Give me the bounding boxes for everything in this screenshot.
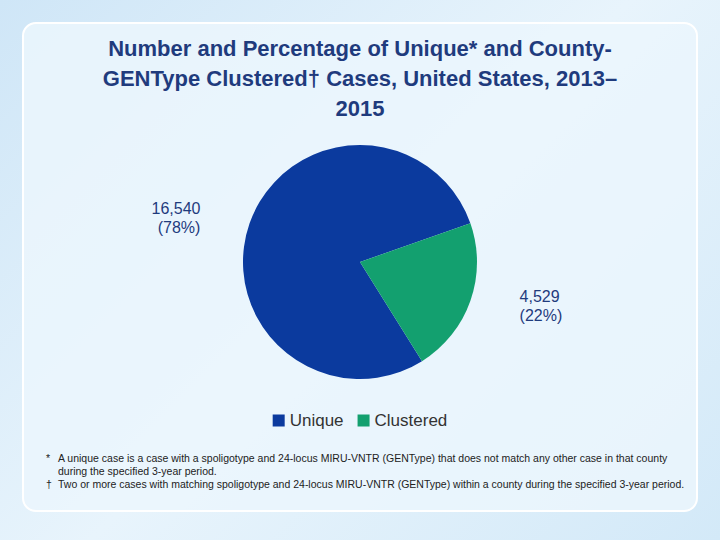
svg-text:(22%): (22%) xyxy=(520,307,563,324)
html-text:Number and Percentage of Uniqu: Number and Percentage of Unique* and Cou… xyxy=(102,36,618,121)
html-text:A unique case is a case with a: A unique case is a case with a spoligoty… xyxy=(58,452,668,477)
svg-text:4,529: 4,529 xyxy=(520,288,560,305)
html-text:Two or more cases with matchin: Two or more cases with matching spoligot… xyxy=(58,478,685,490)
svg-text:16,540: 16,540 xyxy=(151,200,200,217)
svg-text:Unique: Unique xyxy=(290,411,344,430)
svg-text:(78%): (78%) xyxy=(158,219,201,236)
svg-text:Clustered: Clustered xyxy=(375,411,448,430)
